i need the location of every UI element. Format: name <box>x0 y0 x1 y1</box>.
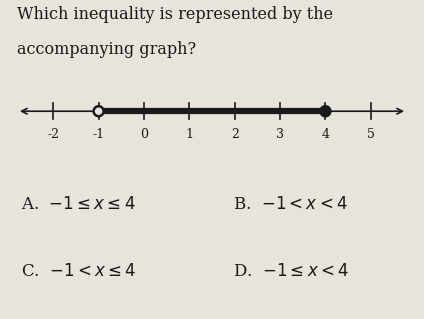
Text: 5: 5 <box>367 129 375 141</box>
Text: -2: -2 <box>47 129 59 141</box>
Text: 2: 2 <box>231 129 239 141</box>
Text: 3: 3 <box>276 129 284 141</box>
Text: C.  $-1 < x \leq 4$: C. $-1 < x \leq 4$ <box>21 263 137 280</box>
Text: A.  $-1 \leq x \leq 4$: A. $-1 \leq x \leq 4$ <box>21 196 136 213</box>
Text: accompanying graph?: accompanying graph? <box>17 41 196 58</box>
Text: 0: 0 <box>140 129 148 141</box>
Circle shape <box>321 106 330 116</box>
Text: -1: -1 <box>92 129 105 141</box>
Text: 4: 4 <box>321 129 329 141</box>
Text: 1: 1 <box>185 129 193 141</box>
Circle shape <box>94 106 103 116</box>
Text: B.  $-1 < x < 4$: B. $-1 < x < 4$ <box>233 196 348 213</box>
Text: D.  $-1 \leq x < 4$: D. $-1 \leq x < 4$ <box>233 263 349 280</box>
Text: Which inequality is represented by the: Which inequality is represented by the <box>17 6 333 23</box>
